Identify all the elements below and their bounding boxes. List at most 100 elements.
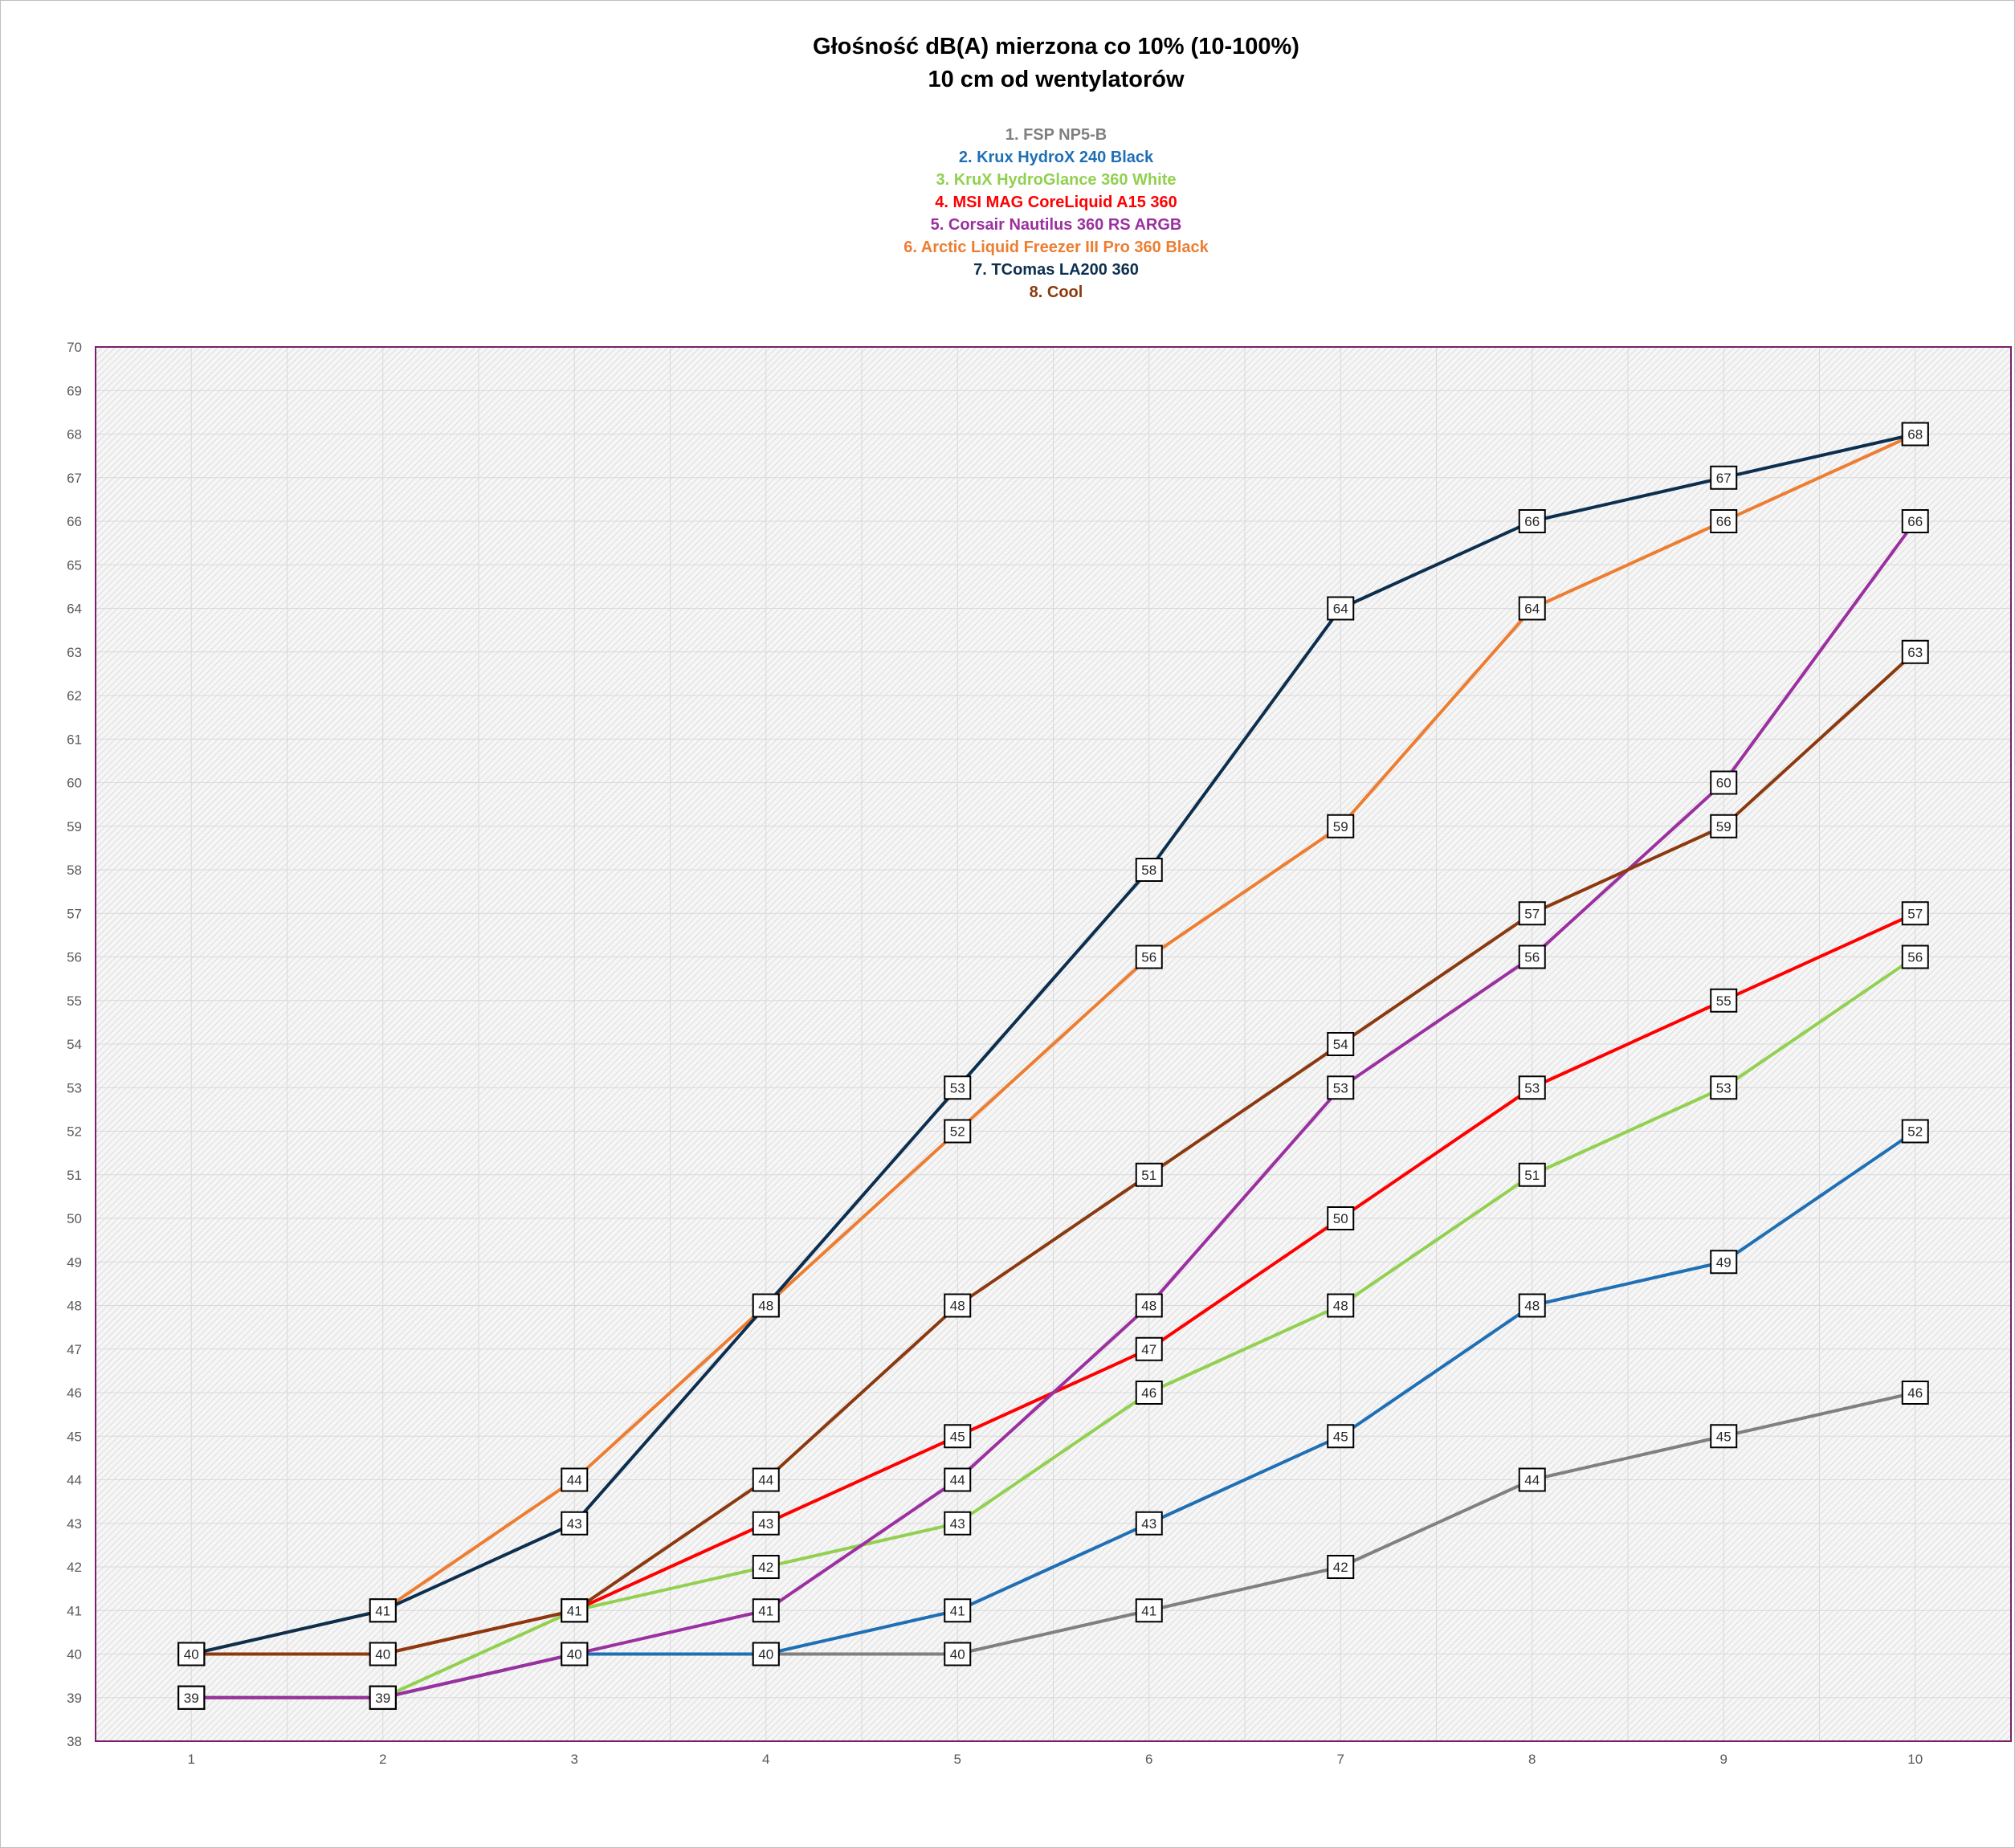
data-label-text: 48 <box>950 1299 965 1314</box>
data-label-text: 57 <box>1907 906 1923 921</box>
data-label-box <box>752 1598 780 1623</box>
y-tick-label: 42 <box>67 1560 82 1575</box>
data-label-text: 64 <box>1333 602 1348 617</box>
data-label-box <box>1135 1336 1163 1361</box>
data-label-text: 66 <box>1716 514 1732 529</box>
data-label: 42 <box>1327 1555 1355 1579</box>
data-label-text: 52 <box>950 1124 965 1140</box>
data-label-box <box>1518 1162 1546 1187</box>
data-label: 39 <box>177 1685 206 1710</box>
data-label: 43 <box>561 1511 589 1536</box>
legend-item-1: 1. FSP NP5-B <box>1005 126 1107 144</box>
data-label-text: 40 <box>375 1647 390 1662</box>
data-label-box <box>1327 1293 1355 1318</box>
data-label: 68 <box>1901 422 1929 447</box>
data-label: 67 <box>1710 465 1738 490</box>
chart-subtitle: 10 cm od wentylatorów <box>928 67 1185 92</box>
data-label-text: 54 <box>1333 1037 1348 1052</box>
data-label-text: 40 <box>950 1647 965 1662</box>
y-tick-label: 41 <box>67 1603 82 1618</box>
y-tick-label: 40 <box>67 1647 82 1662</box>
data-label: 46 <box>1901 1381 1929 1405</box>
y-tick-label: 61 <box>67 732 82 747</box>
data-label: 51 <box>1135 1162 1163 1187</box>
data-label-box <box>752 1467 780 1492</box>
data-label: 45 <box>1327 1424 1355 1449</box>
data-label: 66 <box>1518 509 1546 533</box>
chart-title: Głośność dB(A) mierzona co 10% (10-100%) <box>813 34 1299 59</box>
y-tick-label: 51 <box>67 1168 82 1183</box>
data-label: 48 <box>752 1293 780 1318</box>
data-label: 63 <box>1901 639 1929 664</box>
data-label-box <box>369 1685 397 1710</box>
data-label-text: 44 <box>758 1473 773 1488</box>
data-label: 40 <box>369 1642 397 1666</box>
data-label-box <box>561 1467 589 1492</box>
data-label-text: 67 <box>1716 471 1732 486</box>
data-label-box <box>1327 1555 1355 1579</box>
data-label-box <box>944 1075 972 1100</box>
data-label-box <box>1710 1250 1738 1275</box>
data-label: 41 <box>752 1598 780 1623</box>
data-label-text: 44 <box>950 1473 965 1488</box>
data-label: 57 <box>1901 901 1929 926</box>
data-label: 41 <box>944 1598 972 1623</box>
data-label: 53 <box>1327 1075 1355 1100</box>
data-label-text: 48 <box>1333 1299 1348 1314</box>
data-label-text: 50 <box>1333 1211 1348 1226</box>
data-label-text: 39 <box>184 1691 199 1706</box>
data-label-text: 46 <box>1907 1385 1923 1401</box>
data-label-text: 45 <box>1333 1429 1348 1444</box>
data-label-box <box>944 1293 972 1318</box>
data-label-text: 56 <box>1141 950 1156 965</box>
data-label-text: 41 <box>1141 1603 1156 1618</box>
data-label-box <box>1135 1293 1163 1318</box>
data-label-text: 45 <box>1716 1429 1732 1444</box>
data-label-text: 51 <box>1524 1168 1540 1183</box>
x-tick-label: 1 <box>188 1752 195 1767</box>
legend-item-5: 5. Corsair Nautilus 360 RS ARGB <box>930 216 1182 234</box>
data-label: 49 <box>1710 1250 1738 1275</box>
chart-title-block: Głośność dB(A) mierzona co 10% (10-100%)… <box>0 31 2015 96</box>
data-label: 64 <box>1327 596 1355 621</box>
y-tick-label: 54 <box>67 1037 82 1052</box>
data-label-text: 40 <box>567 1647 582 1662</box>
y-tick-label: 58 <box>67 863 82 878</box>
data-label-text: 43 <box>758 1516 773 1532</box>
y-tick-label: 46 <box>67 1385 82 1401</box>
data-label: 53 <box>1518 1075 1546 1100</box>
data-label-text: 44 <box>567 1473 582 1488</box>
y-tick-label: 68 <box>67 427 82 443</box>
data-label-box <box>752 1642 780 1666</box>
y-tick-label: 59 <box>67 819 82 834</box>
data-label-text: 56 <box>1524 950 1540 965</box>
data-label: 60 <box>1710 770 1738 795</box>
data-label: 64 <box>1518 596 1546 621</box>
data-label: 40 <box>944 1642 972 1666</box>
data-label: 53 <box>1710 1075 1738 1100</box>
data-label-text: 56 <box>1907 950 1923 965</box>
data-label-text: 44 <box>1524 1473 1540 1488</box>
data-label: 56 <box>1135 944 1163 969</box>
data-label-box <box>1518 1467 1546 1492</box>
data-label-text: 40 <box>184 1647 199 1662</box>
y-tick-label: 50 <box>67 1211 82 1226</box>
data-label: 43 <box>944 1511 972 1536</box>
x-tick-label: 6 <box>1145 1752 1152 1767</box>
data-label-box <box>1327 1075 1355 1100</box>
plot-border <box>95 346 2012 1742</box>
data-label-box <box>1518 944 1546 969</box>
y-tick-label: 60 <box>67 776 82 791</box>
data-label-text: 63 <box>1907 645 1923 660</box>
data-label: 40 <box>177 1642 206 1666</box>
data-label-text: 53 <box>1333 1080 1348 1095</box>
data-label-text: 43 <box>567 1516 582 1532</box>
data-label-text: 59 <box>1716 819 1732 834</box>
data-label-box <box>752 1555 780 1579</box>
y-tick-label: 69 <box>67 383 82 398</box>
data-label-text: 53 <box>950 1080 965 1095</box>
data-label-box <box>752 1293 780 1318</box>
series-line-8 <box>191 651 1917 1656</box>
series-line-3 <box>191 955 1916 1699</box>
